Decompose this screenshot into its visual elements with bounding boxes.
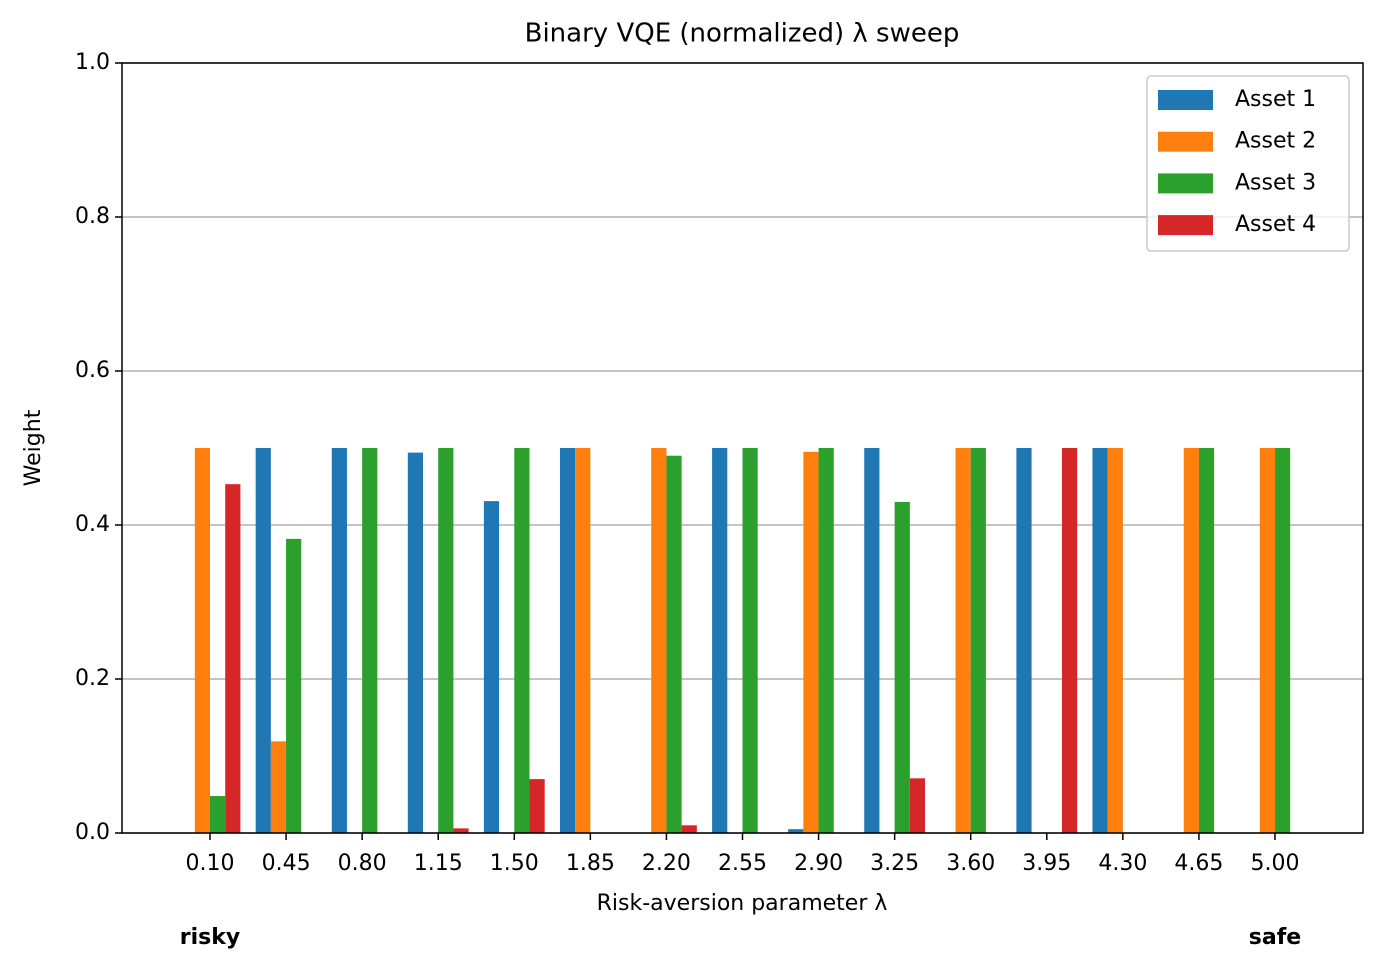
bar	[666, 455, 682, 833]
x-tick-label: 1.85	[566, 851, 615, 876]
bar	[955, 448, 971, 833]
y-tick-label: 0.6	[75, 358, 110, 383]
bar	[331, 448, 347, 833]
bar	[194, 448, 210, 833]
legend-swatch	[1158, 173, 1213, 194]
y-tick-label: 0.8	[75, 204, 110, 229]
x-tick-label: 2.90	[794, 851, 843, 876]
legend-label: Asset 4	[1235, 212, 1316, 237]
legend-label: Asset 2	[1235, 129, 1316, 154]
x-tick-label: 4.30	[1098, 851, 1147, 876]
y-axis-label: Weight	[21, 409, 46, 486]
x-tick-label: 0.45	[262, 851, 311, 876]
x-tick-label: 2.55	[718, 851, 767, 876]
bar	[210, 796, 226, 833]
x-tick-label: 0.80	[338, 851, 387, 876]
x-tick-label: 3.60	[946, 851, 995, 876]
annotation: risky	[180, 925, 240, 950]
bar	[559, 448, 576, 833]
legend-label: Asset 1	[1235, 87, 1316, 112]
bar	[864, 448, 880, 833]
bar	[407, 452, 424, 833]
bar	[1092, 448, 1108, 833]
bar	[1016, 448, 1032, 833]
bar	[438, 448, 454, 833]
bar	[909, 778, 926, 833]
bar	[514, 448, 530, 833]
x-tick-label: 5.00	[1251, 851, 1300, 876]
y-tick-label: 0.0	[75, 820, 110, 845]
bar	[529, 779, 545, 833]
y-tick-label: 0.4	[75, 512, 110, 537]
x-tick-label: 4.65	[1174, 851, 1223, 876]
bar	[1198, 448, 1215, 833]
bar	[1107, 448, 1123, 833]
bar	[894, 501, 910, 833]
bar	[286, 538, 302, 833]
bar	[453, 828, 469, 833]
bar	[818, 448, 834, 833]
bar	[970, 448, 986, 833]
bar	[1061, 448, 1078, 833]
bar	[362, 448, 378, 833]
bar	[1275, 448, 1291, 833]
x-axis-label: Risk-aversion parameter λ	[597, 891, 888, 916]
x-tick-label: 3.95	[1022, 851, 1071, 876]
bar	[1259, 448, 1275, 833]
plot-frame	[121, 62, 1364, 834]
bar	[788, 829, 804, 833]
annotation: safe	[1249, 925, 1301, 950]
x-tick-label: 1.15	[414, 851, 463, 876]
legend-label: Asset 3	[1235, 170, 1316, 195]
bar	[1183, 448, 1199, 833]
bar	[712, 448, 728, 833]
bar	[575, 448, 591, 833]
y-tick-label: 0.2	[75, 666, 110, 691]
x-tick-label: 2.20	[642, 851, 691, 876]
legend-box	[1146, 75, 1350, 252]
legend-swatch	[1158, 90, 1213, 110]
legend-swatch	[1158, 131, 1213, 152]
bar	[742, 448, 758, 833]
bar	[225, 484, 241, 833]
x-tick-label: 3.25	[870, 851, 919, 876]
bar	[681, 825, 697, 833]
bar	[483, 501, 500, 833]
bar	[651, 448, 667, 833]
bar	[255, 448, 271, 833]
bar	[803, 451, 819, 833]
bar	[270, 741, 287, 833]
x-tick-label: 1.50	[490, 851, 539, 876]
y-tick-label: 1.0	[75, 50, 110, 75]
chart-title: Binary VQE (normalized) λ sweep	[525, 19, 960, 49]
x-tick-label: 0.10	[186, 851, 235, 876]
legend-swatch	[1158, 215, 1213, 236]
